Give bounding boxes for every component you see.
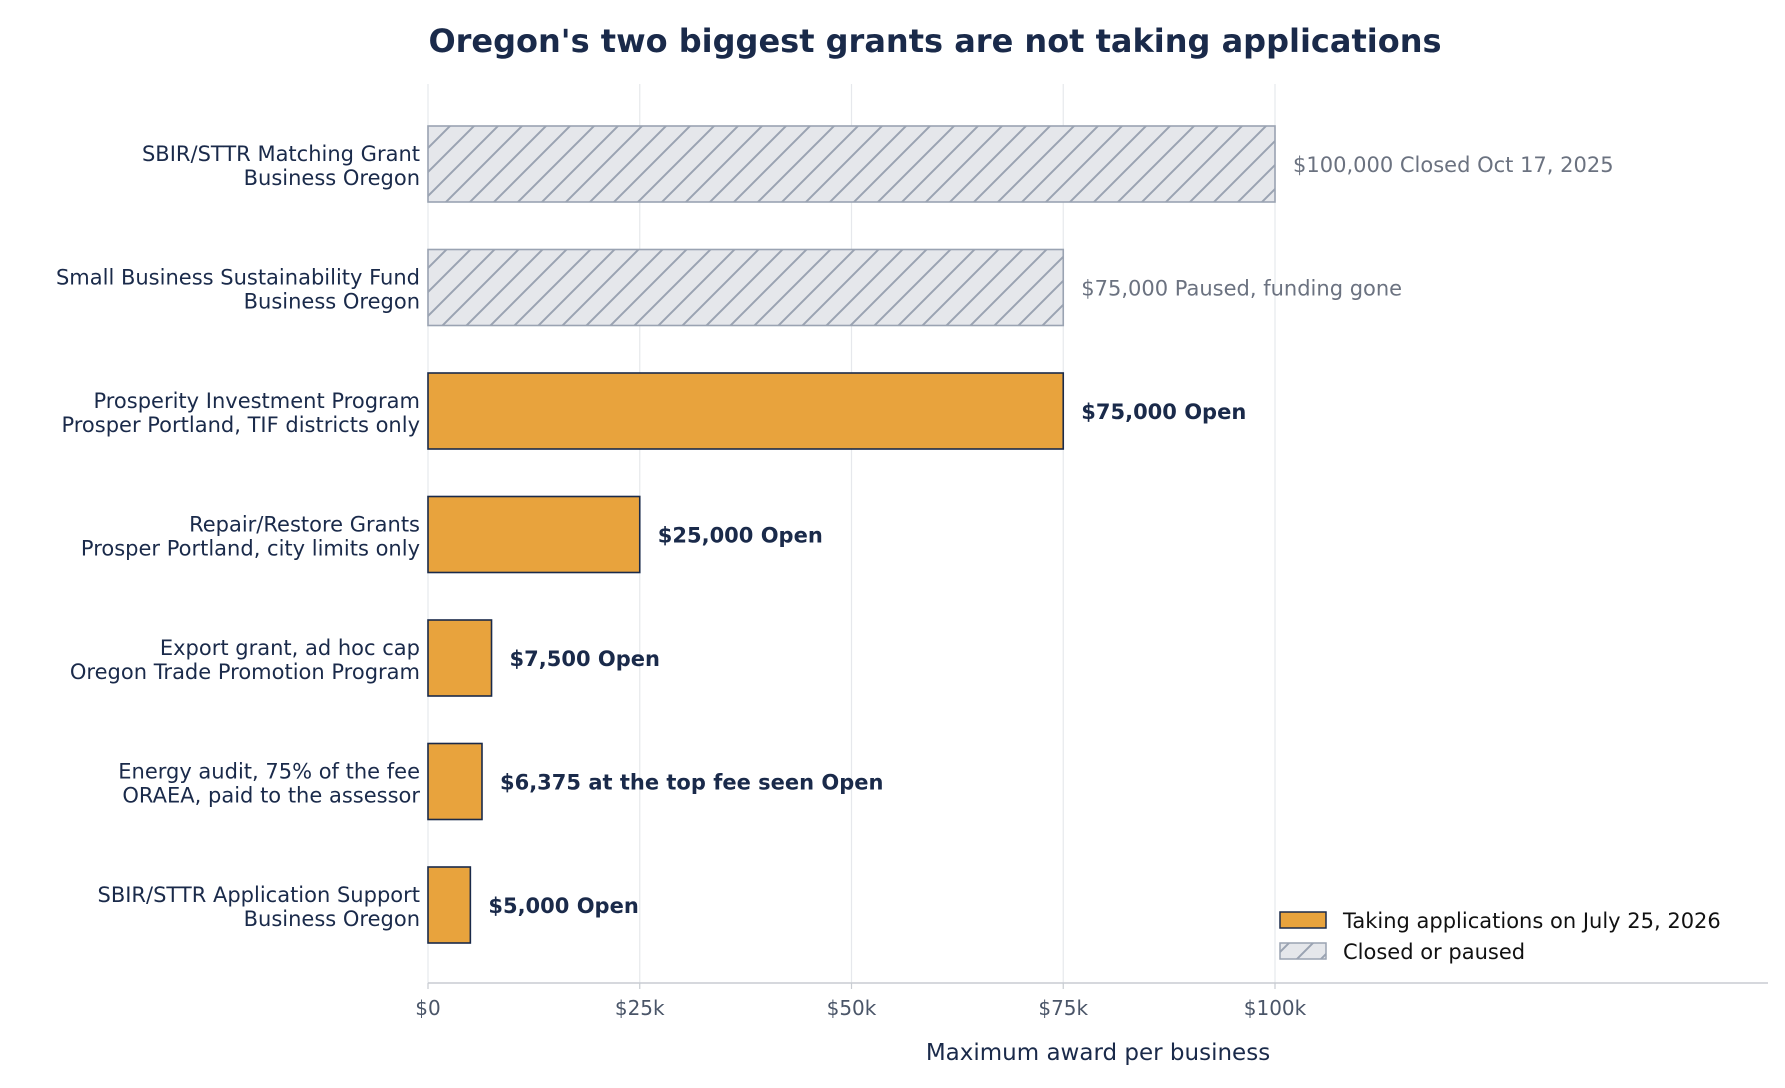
x-tick-label: $50k: [827, 996, 877, 1020]
value-label: $7,500 Open: [510, 647, 660, 671]
category-sublabel: Prosper Portland, city limits only: [81, 537, 420, 561]
legend-swatch-closed: [1279, 942, 1327, 960]
bar: [427, 619, 493, 697]
x-tick-label: $25k: [615, 996, 665, 1020]
gridlines: [427, 84, 1276, 983]
category-label: SBIR/STTR Matching Grant: [142, 142, 420, 166]
value-label: $75,000 Paused, funding gone: [1081, 277, 1402, 301]
category-sublabel: Prosper Portland, TIF districts only: [61, 413, 420, 437]
bar: [427, 742, 483, 821]
bar: [427, 125, 1276, 203]
category-label: Energy audit, 75% of the fee: [118, 760, 420, 784]
legend-label-open: Taking applications on July 25, 2026: [1342, 909, 1721, 933]
value-label: $5,000 Open: [488, 894, 638, 918]
x-tick-label: $75k: [1038, 996, 1088, 1020]
category-label: Prosperity Investment Program: [93, 389, 420, 413]
category-sublabel: Business Oregon: [244, 290, 420, 314]
category-label: Repair/Restore Grants: [189, 513, 420, 537]
value-labels: $100,000 Closed Oct 17, 2025 $75,000 Paus…: [488, 153, 1613, 918]
bars: [427, 125, 1276, 944]
category-sublabel: ORAEA, paid to the assessor: [122, 784, 420, 808]
legend-label-closed: Closed or paused: [1343, 940, 1525, 964]
x-tick-label: $100k: [1244, 996, 1307, 1020]
bar: [427, 866, 472, 944]
x-axis-ticks: $0 $25k $50k $75k $100k: [415, 983, 1307, 1020]
value-label: $25,000 Open: [658, 524, 823, 548]
value-label: $75,000 Open: [1081, 400, 1246, 424]
bar: [427, 372, 1065, 450]
bar: [427, 495, 641, 574]
chart-title: Oregon's two biggest grants are not taki…: [428, 22, 1441, 60]
category-sublabel: Business Oregon: [244, 166, 420, 190]
value-label: $100,000 Closed Oct 17, 2025: [1293, 153, 1614, 177]
category-sublabel: Oregon Trade Promotion Program: [70, 660, 420, 684]
legend-swatch-open: [1279, 911, 1327, 929]
x-axis-label: Maximum award per business: [926, 1040, 1270, 1066]
category-sublabel: Business Oregon: [244, 907, 420, 931]
bar: [427, 248, 1065, 327]
category-label: SBIR/STTR Application Support: [97, 883, 420, 907]
value-label: $6,375 at the top fee seen Open: [500, 771, 883, 795]
category-label: Export grant, ad hoc cap: [160, 636, 420, 660]
legend: Taking applications on July 25, 2026 Clo…: [1279, 909, 1721, 964]
x-tick-label: $0: [415, 996, 440, 1020]
category-label: Small Business Sustainability Fund: [56, 266, 420, 290]
